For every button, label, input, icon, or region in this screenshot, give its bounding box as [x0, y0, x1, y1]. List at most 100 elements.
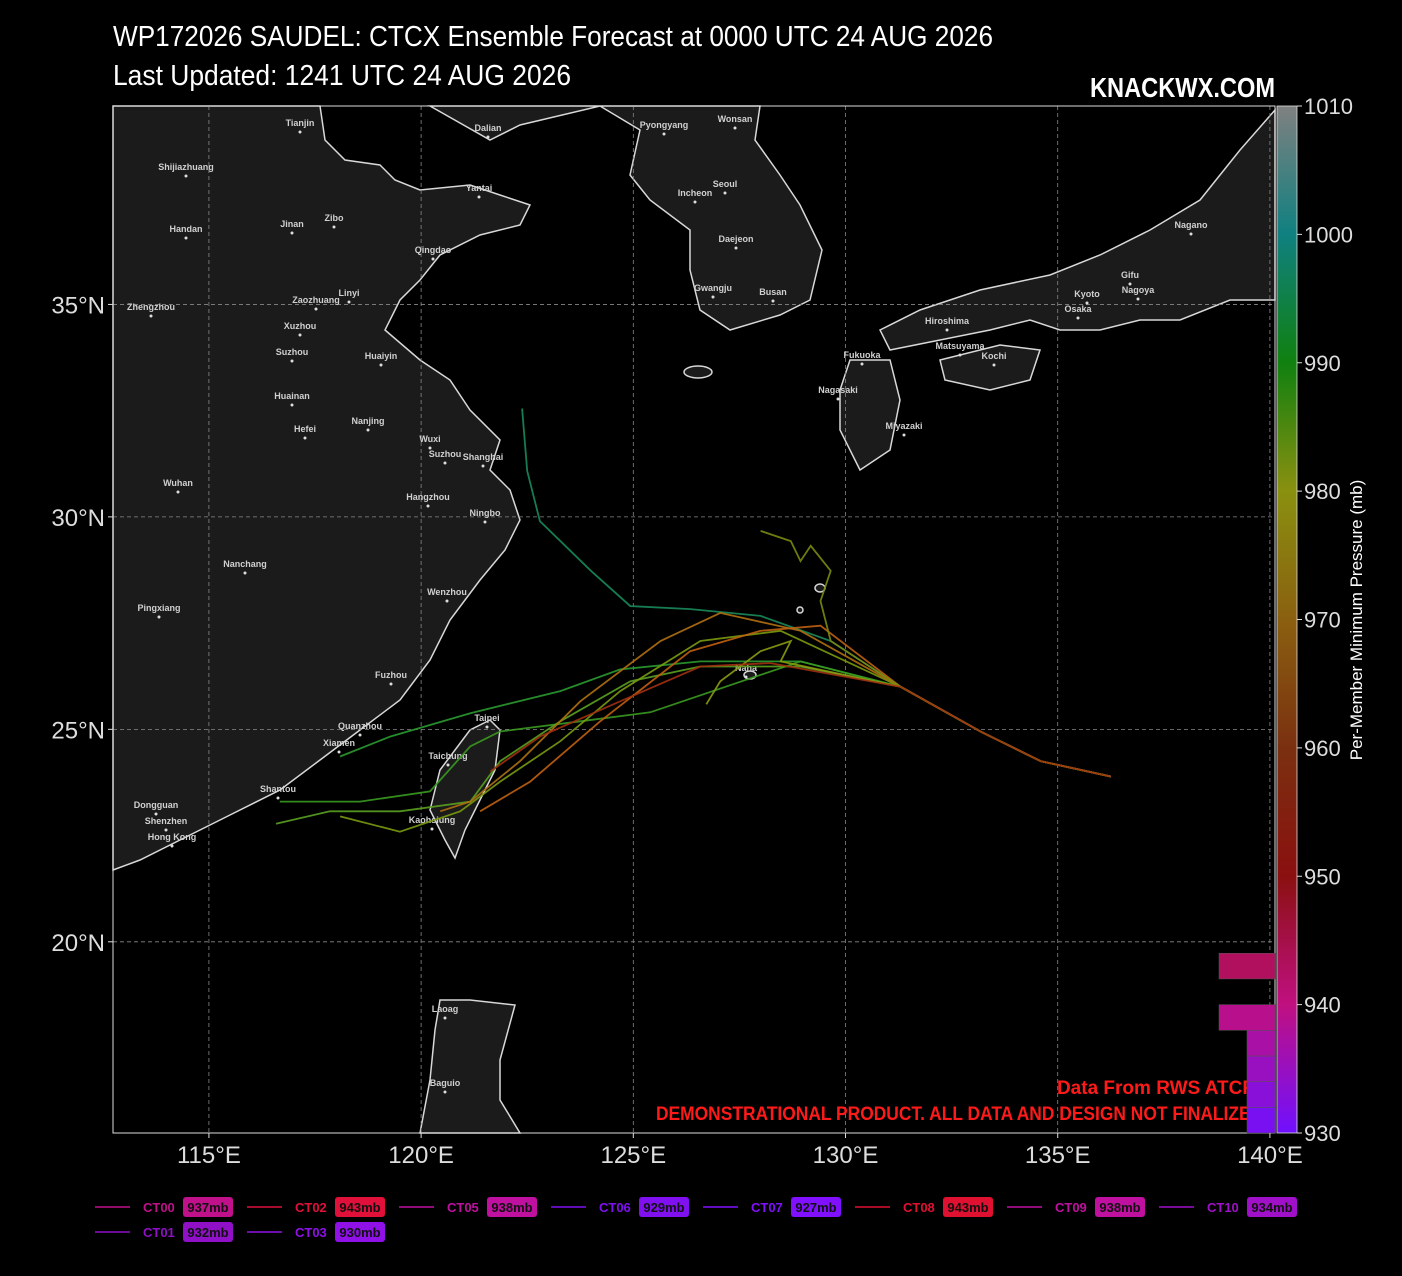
city-dot [298, 333, 302, 337]
city-label: Osaka [1064, 304, 1092, 314]
city-dot [149, 314, 153, 318]
x-tick-label: 120°E [388, 1142, 454, 1169]
city-label: Fukuoka [843, 350, 881, 360]
city-label: Daejeon [718, 234, 753, 244]
legend: CT00 937mb CT01 932mb CT02 943mb CT03 930mb CT05… [95, 1197, 1297, 1242]
legend-pressure-box [335, 1197, 385, 1217]
city-label: Shantou [260, 784, 296, 794]
city-dot [445, 599, 449, 603]
city-label: Nanjing [352, 416, 385, 426]
brand: KNACKWX.COM [1090, 72, 1275, 103]
city-dot [723, 191, 727, 195]
city-label: Kyoto [1074, 289, 1100, 299]
legend-pressure-box [335, 1222, 385, 1242]
city-label: Dalian [474, 123, 501, 133]
city-dot [170, 844, 174, 848]
city-dot [443, 1016, 447, 1020]
legend-name: CT00 [143, 1200, 175, 1215]
legend-name: CT07 [751, 1200, 783, 1215]
city-dot [711, 295, 715, 299]
city-label: Gifu [1121, 270, 1139, 280]
city-dot [332, 225, 336, 229]
city-label: Linyi [338, 288, 359, 298]
city-label: Gwangju [694, 283, 732, 293]
cities: Tianjin Dalian Pyongyang Wonsan Shijiazhuang… [127, 114, 1208, 1094]
city-label: Miyazaki [885, 421, 922, 431]
city-label: Qingdao [415, 245, 452, 255]
city-dot [430, 827, 434, 831]
city-dot [733, 126, 737, 130]
city-dot [164, 828, 168, 832]
histogram-bar [1246, 1081, 1276, 1108]
land [112, 105, 1276, 1134]
city-dot [1085, 301, 1089, 305]
grid [113, 106, 1275, 1133]
legend-name: CT08 [903, 1200, 935, 1215]
city-label: Zhengzhou [127, 302, 175, 312]
histogram-bar [1246, 1030, 1276, 1057]
city-label: Huaiyin [365, 351, 398, 361]
x-tick-label: 140°E [1237, 1142, 1303, 1169]
city-dot [276, 796, 280, 800]
city-dot [1189, 232, 1193, 236]
city-dot [836, 397, 840, 401]
legend-pressure-box [1247, 1197, 1297, 1217]
legend-name: CT06 [599, 1200, 631, 1215]
histogram-bar [1218, 953, 1276, 980]
legend-pressure: 943mb [339, 1200, 380, 1215]
city-dot [431, 257, 435, 261]
city-label: Nagano [1174, 220, 1208, 230]
histogram-bar [1246, 1107, 1276, 1134]
legend-pressure-box [943, 1197, 993, 1217]
legend-pressure: 938mb [491, 1200, 532, 1215]
city-dot [1076, 316, 1080, 320]
city-label: Suzhou [429, 449, 462, 459]
city-label: Tianjin [286, 118, 315, 128]
city-label: Wuhan [163, 478, 193, 488]
legend-pressure-box [639, 1197, 689, 1217]
city-label: Taichung [428, 751, 467, 761]
legend-pressure: 932mb [187, 1225, 228, 1240]
legend-pressure-box [487, 1197, 537, 1217]
city-dot [347, 300, 351, 304]
city-label: Quanzhou [338, 721, 382, 731]
city-dot [486, 135, 490, 139]
city-label: Hong Kong [148, 832, 197, 842]
city-dot [379, 363, 383, 367]
city-dot [662, 132, 666, 136]
legend-name: CT03 [295, 1225, 327, 1240]
colorbar-tick-label: 960 [1304, 736, 1341, 761]
city-label: Shenzhen [145, 816, 188, 826]
city-dot [477, 195, 481, 199]
legend-pressure-box [183, 1222, 233, 1242]
city-label: Shijiazhuang [158, 162, 214, 172]
city-label: Xuzhou [284, 321, 317, 331]
x-tick-label: 135°E [1025, 1142, 1091, 1169]
city-dot [314, 307, 318, 311]
x-tick-label: 130°E [813, 1142, 879, 1169]
colorbar-tick-label: 980 [1304, 479, 1341, 504]
city-label: Nanchang [223, 559, 267, 569]
city-dot [154, 812, 158, 816]
city-dot [358, 733, 362, 737]
tracks [275, 408, 1111, 833]
city-label: Incheon [678, 188, 713, 198]
city-dot [290, 359, 294, 363]
city-dot [426, 504, 430, 508]
y-tick-label: 35°N [51, 292, 105, 319]
city-dot [366, 428, 370, 432]
y-tick-label: 20°N [51, 930, 105, 957]
city-label: Kochi [981, 351, 1006, 361]
city-label: Wonsan [718, 114, 753, 124]
legend-name: CT02 [295, 1200, 327, 1215]
city-label: Matsuyama [935, 341, 985, 351]
city-dot [243, 571, 247, 575]
city-label: Ningbo [470, 508, 501, 518]
city-dot [443, 1090, 447, 1094]
colorbar-tick-label: 950 [1304, 864, 1341, 889]
y-tick-label: 25°N [51, 717, 105, 744]
legend-pressure: 934mb [1251, 1200, 1292, 1215]
city-dot [176, 490, 180, 494]
city-label: Seoul [713, 179, 738, 189]
